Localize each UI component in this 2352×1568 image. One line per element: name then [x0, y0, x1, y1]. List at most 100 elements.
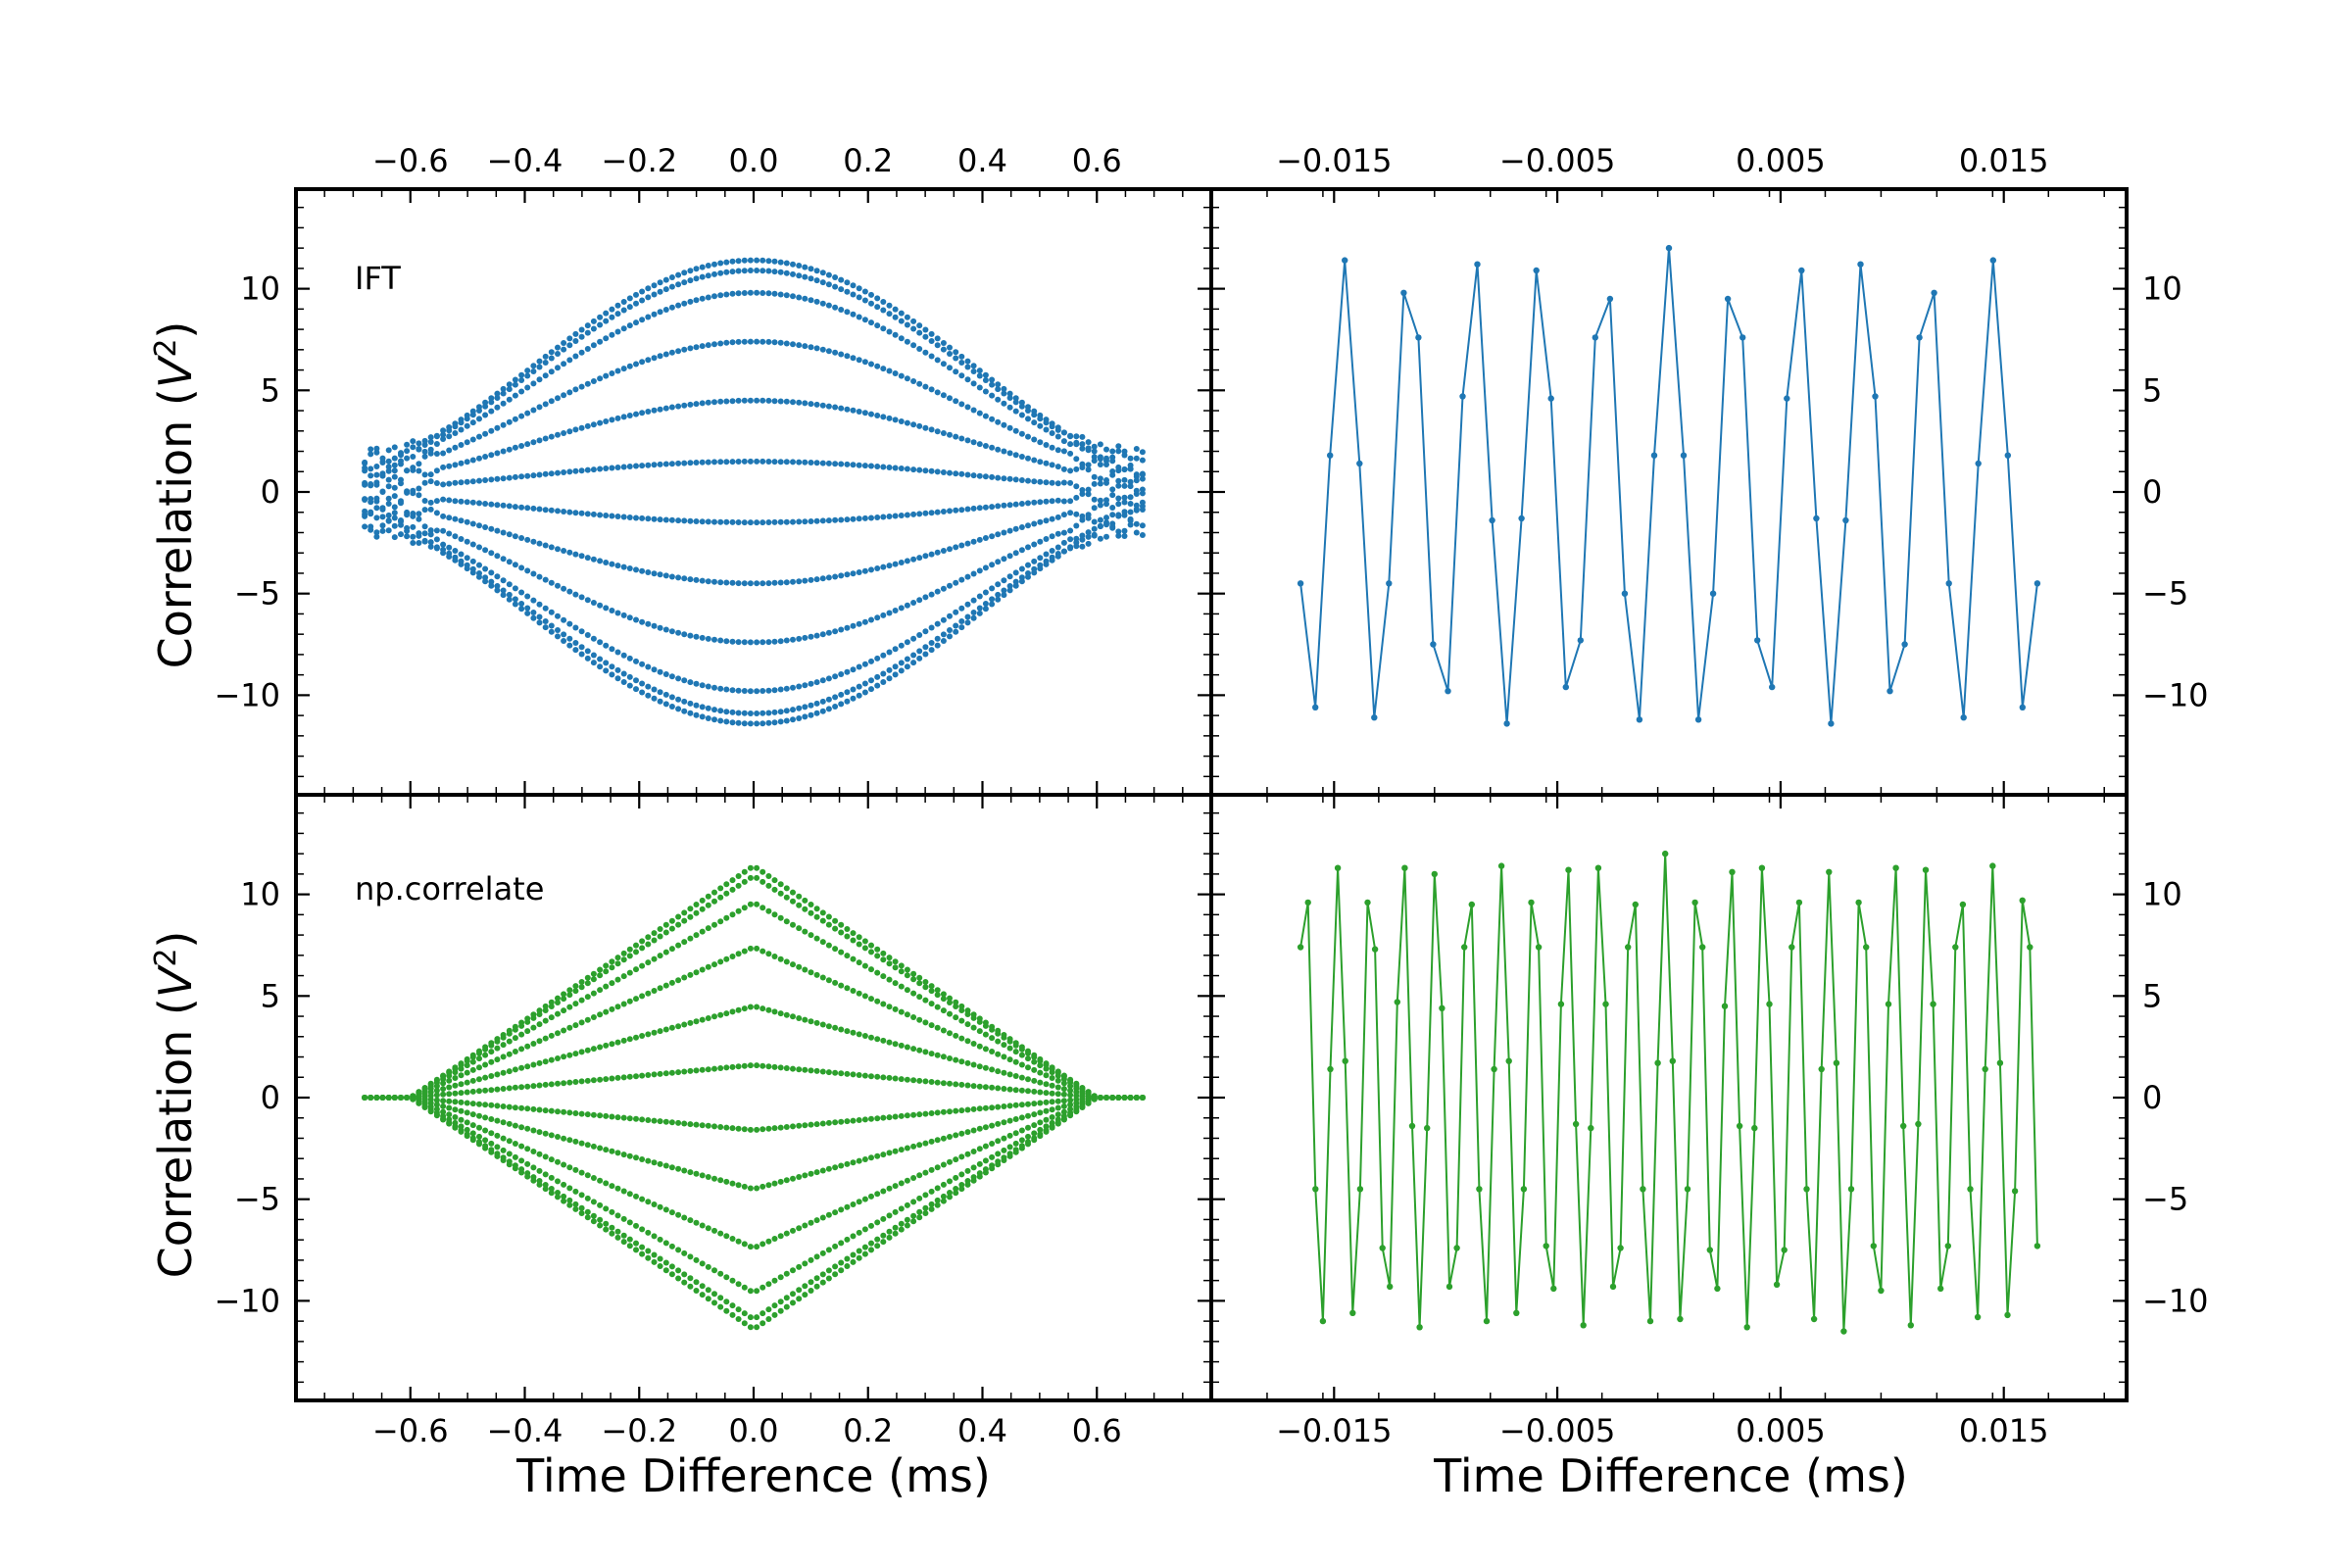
data-point — [819, 1068, 826, 1075]
data-point — [922, 979, 929, 985]
data-point — [850, 1258, 857, 1265]
data-point — [910, 1143, 917, 1150]
data-point — [427, 439, 434, 445]
data-point — [494, 587, 501, 594]
data-point — [1121, 476, 1128, 483]
data-point — [1097, 522, 1103, 529]
data-point — [476, 1064, 482, 1071]
data-point — [699, 1122, 706, 1129]
data-point — [542, 1017, 549, 1024]
data-point — [1049, 1106, 1055, 1113]
data-point — [717, 958, 724, 965]
data-point — [651, 407, 658, 414]
data-point — [1085, 1100, 1092, 1106]
data-point — [1091, 532, 1098, 539]
data-point — [699, 518, 706, 525]
data-point — [1079, 536, 1086, 543]
data-point — [512, 1066, 518, 1073]
data-point — [808, 576, 814, 583]
data-point — [838, 572, 845, 579]
data-point — [1109, 1095, 1116, 1101]
data-point — [633, 1034, 639, 1041]
data-point — [819, 698, 826, 705]
data-point — [953, 622, 959, 629]
data-point — [687, 576, 694, 583]
data-point — [633, 949, 639, 956]
data-point — [760, 338, 766, 345]
data-point — [958, 360, 965, 366]
data-point — [723, 1307, 730, 1314]
data-point — [1037, 1100, 1044, 1106]
data-point — [850, 462, 857, 468]
data-point — [819, 517, 826, 524]
data-point — [476, 1141, 482, 1148]
data-point — [1550, 1285, 1557, 1293]
data-point — [729, 687, 736, 694]
data-point — [488, 476, 495, 483]
data-point — [970, 380, 977, 387]
data-point — [892, 314, 899, 320]
data-point — [886, 610, 893, 616]
data-point — [1327, 452, 1334, 459]
data-point — [1079, 491, 1086, 497]
data-point — [813, 1121, 820, 1128]
data-point — [446, 554, 453, 560]
data-point — [385, 476, 392, 483]
data-point — [614, 302, 621, 309]
data-point — [964, 506, 971, 513]
data-point — [922, 349, 929, 356]
data-point — [711, 1299, 717, 1306]
data-point — [416, 485, 422, 492]
data-point — [1109, 486, 1116, 493]
data-point — [633, 291, 639, 298]
data-point — [1001, 400, 1007, 407]
data-point — [1073, 483, 1080, 490]
data-point — [1067, 527, 1074, 534]
data-point — [832, 274, 839, 280]
data-point — [542, 1171, 549, 1178]
data-point — [754, 720, 760, 727]
data-point — [561, 548, 567, 554]
data-point — [416, 440, 422, 447]
data-point — [536, 506, 543, 513]
data-point — [469, 1137, 476, 1144]
data-point — [1012, 1140, 1019, 1147]
data-point — [1018, 501, 1025, 507]
data-point — [657, 624, 663, 631]
data-point — [705, 1174, 711, 1180]
data-point — [1662, 850, 1669, 858]
data-point — [542, 1107, 549, 1114]
x-tick-label: 0.2 — [843, 142, 893, 179]
data-point — [838, 1240, 845, 1247]
data-point — [482, 403, 489, 410]
data-point — [741, 905, 748, 911]
data-point — [1127, 478, 1134, 485]
data-point — [645, 663, 652, 670]
data-point — [934, 342, 941, 349]
data-point — [1067, 498, 1074, 505]
data-point — [530, 614, 537, 621]
data-point — [681, 698, 688, 705]
data-point — [458, 1065, 465, 1072]
data-point — [500, 502, 507, 509]
data-point — [446, 463, 453, 469]
data-point — [976, 1160, 983, 1167]
data-point — [668, 1271, 675, 1278]
data-point — [512, 1165, 518, 1172]
data-point — [874, 969, 881, 976]
data-point — [1445, 688, 1451, 695]
data-point — [506, 531, 513, 538]
data-point — [1127, 521, 1134, 528]
data-point — [1617, 1245, 1624, 1251]
data-point — [777, 956, 784, 962]
data-point — [982, 1143, 989, 1150]
data-point — [928, 386, 935, 393]
data-point — [536, 540, 543, 547]
data-point — [813, 1275, 820, 1282]
data-point — [645, 357, 652, 364]
data-point — [469, 457, 476, 464]
data-point — [995, 1103, 1002, 1110]
data-point — [1067, 510, 1074, 516]
data-point — [1001, 1086, 1007, 1092]
data-point — [705, 1122, 711, 1129]
